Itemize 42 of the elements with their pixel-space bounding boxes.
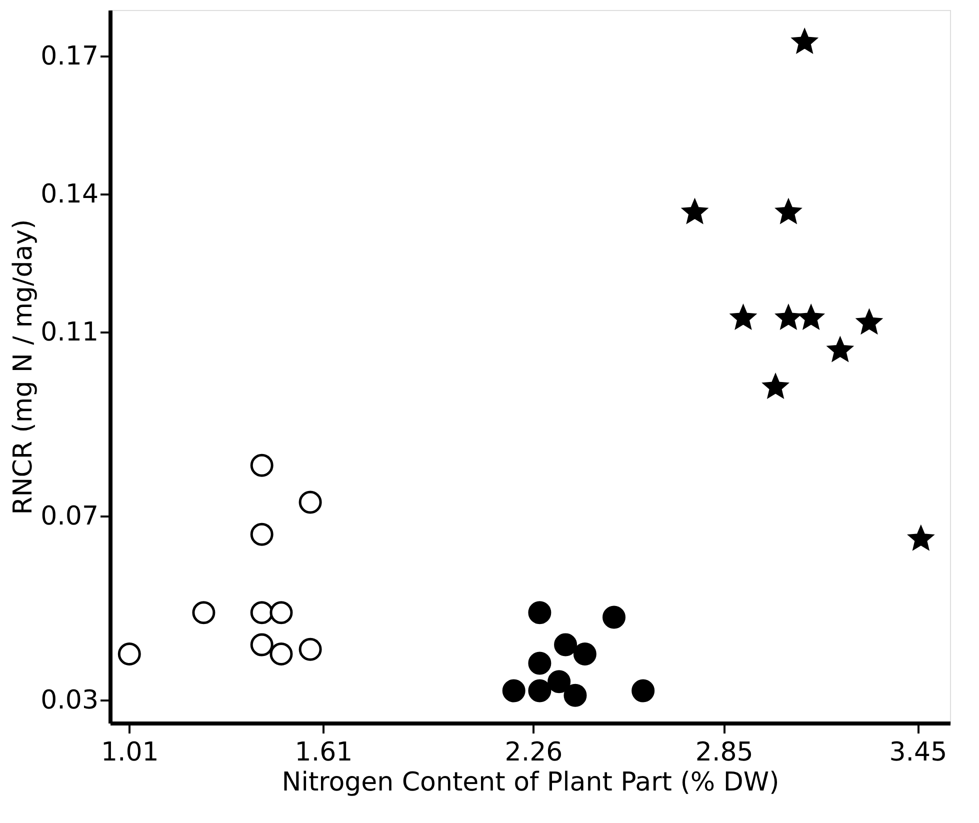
point: [502, 679, 526, 702]
y-tick-label: 0.07: [40, 502, 98, 532]
point: [792, 30, 817, 53]
point: [298, 490, 322, 514]
point: [528, 652, 552, 675]
point: [564, 684, 587, 707]
x-tick-label: 2.85: [695, 738, 754, 768]
point: [573, 642, 596, 666]
y-axis-title: RNCR (mg N / mg/day): [8, 219, 39, 515]
point: [192, 601, 216, 624]
point: [682, 200, 707, 223]
point: [857, 310, 882, 334]
point: [250, 454, 274, 477]
point: [908, 526, 934, 550]
point: [528, 601, 552, 624]
point: [776, 306, 801, 329]
y-tick-label: 0.17: [40, 42, 98, 72]
point: [554, 633, 578, 656]
point: [798, 306, 824, 329]
point: [270, 601, 293, 624]
point: [250, 601, 274, 624]
point: [731, 306, 756, 329]
point: [528, 679, 552, 702]
point: [602, 606, 626, 629]
point: [298, 638, 322, 661]
x-tick-label: 2.26: [504, 738, 563, 768]
point: [776, 200, 801, 223]
y-tick-label: 0.03: [40, 686, 98, 716]
x-tick-label: 1.61: [294, 738, 353, 768]
point: [270, 642, 293, 666]
point: [763, 374, 788, 398]
x-tick-label: 3.45: [889, 738, 948, 768]
x-axis-title: Nitrogen Content of Plant Part (% DW): [282, 768, 780, 798]
y-tick-label: 0.11: [40, 318, 98, 348]
point: [250, 522, 274, 546]
point: [632, 679, 655, 702]
x-tick-label: 1.01: [100, 738, 159, 768]
y-tick-label: 0.14: [40, 180, 98, 210]
point: [250, 633, 274, 656]
point: [548, 670, 571, 694]
point: [118, 642, 141, 666]
point: [828, 338, 852, 361]
